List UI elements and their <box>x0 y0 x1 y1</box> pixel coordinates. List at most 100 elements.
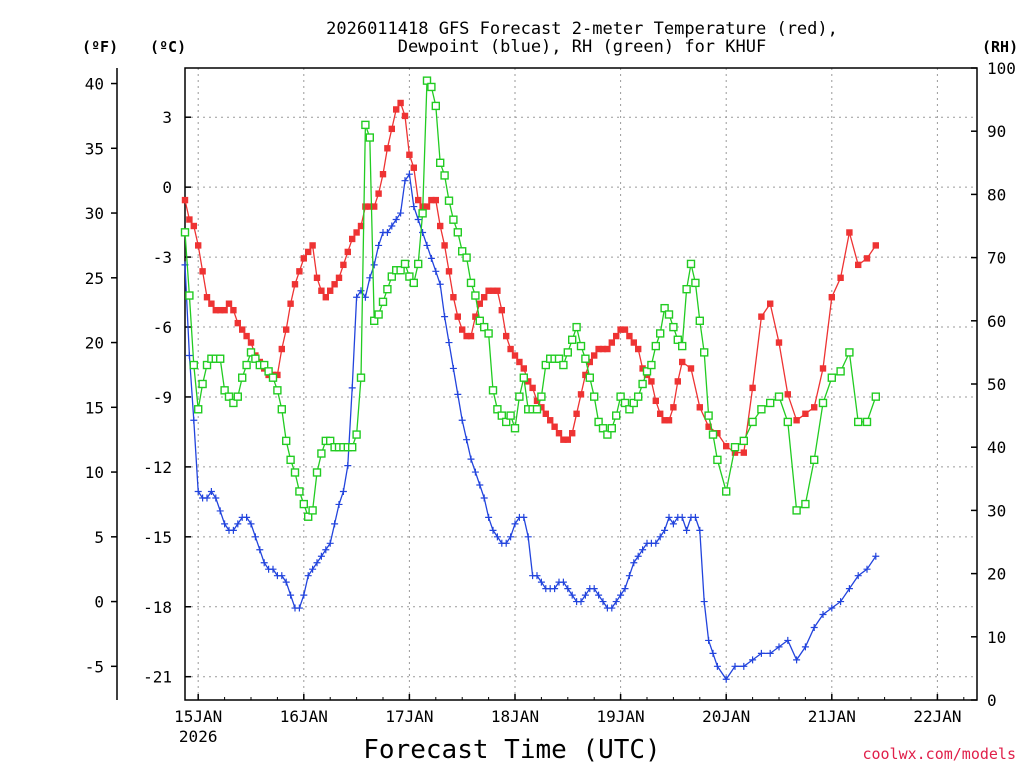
dewpoint-point <box>845 585 853 593</box>
credit-text: coolwx.com/models <box>862 745 1016 763</box>
rh-point <box>607 424 616 433</box>
rh-point <box>590 392 599 401</box>
rh-point <box>444 196 454 205</box>
temperature-point <box>511 352 519 359</box>
temperature-point <box>516 358 523 366</box>
temperature-point <box>617 326 624 333</box>
temperature-point <box>538 404 545 411</box>
rh-tick-label: 40 <box>987 438 1006 457</box>
x-tick-label: 22JAN <box>913 707 961 726</box>
rh-point <box>660 303 669 313</box>
temperature-point <box>793 417 800 424</box>
rh-tick-label: 60 <box>987 312 1006 331</box>
rh-point <box>506 411 515 420</box>
dewpoint-point <box>221 520 229 528</box>
temperature-point <box>230 306 237 314</box>
dewpoint-point <box>366 274 374 282</box>
rh-point <box>453 228 462 237</box>
dewpoint-point <box>256 546 264 554</box>
dewpoint-point <box>476 481 484 489</box>
temperature-point <box>450 294 457 301</box>
dewpoint-point <box>344 462 352 470</box>
rh-point <box>352 430 361 439</box>
rh-point <box>185 291 194 300</box>
rh-point <box>295 487 304 496</box>
fahrenheit-tick-label: -5 <box>85 657 104 676</box>
rh-point <box>220 386 229 395</box>
temperature-point <box>507 345 514 353</box>
data-series <box>180 76 880 683</box>
plot-frame <box>184 67 978 701</box>
dewpoint-point <box>304 572 312 580</box>
rh-tick-label: 10 <box>987 628 1006 647</box>
temperature-point <box>445 268 453 275</box>
dewpoint-point <box>863 565 871 573</box>
temperature-point <box>371 203 378 210</box>
dewpoint-point <box>709 649 717 657</box>
axes <box>116 67 978 701</box>
temperature-point <box>181 196 189 204</box>
dewpoint-point <box>185 352 193 360</box>
dewpoint-point <box>300 591 308 599</box>
rh-point <box>246 348 256 357</box>
dewpoint-point <box>590 585 598 593</box>
temperature-point <box>357 222 365 230</box>
rh-point <box>418 209 427 218</box>
rh-point <box>515 392 524 401</box>
temperature-point <box>564 436 571 443</box>
chart-title-line1: 2026011418 GFS Forecast 2-meter Temperat… <box>326 19 838 39</box>
x-tick-label: 16JAN <box>280 707 328 726</box>
temperature-point <box>366 203 373 210</box>
dewpoint-point <box>375 241 383 249</box>
dewpoint-point <box>247 520 255 528</box>
temperature-point <box>309 242 316 249</box>
temperature-point <box>401 112 409 120</box>
rh-point <box>603 430 612 439</box>
temperature-point <box>494 287 501 294</box>
celsius-tick-label: 3 <box>162 108 172 127</box>
dewpoint-point <box>568 591 576 599</box>
rh-point <box>326 436 335 446</box>
fahrenheit-tick-label: 15 <box>85 398 104 417</box>
dewpoint-point <box>480 494 488 502</box>
rh-point <box>638 379 647 389</box>
rh-point <box>642 367 652 376</box>
rh-point <box>431 101 440 111</box>
rh-point <box>189 360 199 370</box>
temperature-point <box>432 196 439 204</box>
temperature-point <box>274 371 281 379</box>
rh-point <box>612 411 621 420</box>
celsius-tick-label: -21 <box>143 668 172 687</box>
temperature-point <box>472 313 479 320</box>
dewpoint-point <box>599 598 607 606</box>
temperature-point <box>300 255 307 262</box>
rh-point <box>757 405 766 414</box>
celsius-tick-label: -6 <box>153 318 172 337</box>
temperature-point <box>525 378 532 385</box>
temperature-point <box>296 268 303 275</box>
temperature-point <box>454 313 461 320</box>
fahrenheit-tick-label: 30 <box>85 204 104 223</box>
rh-point <box>713 455 722 465</box>
celsius-tick-label: -18 <box>143 598 172 617</box>
temperature-point <box>186 216 193 223</box>
rh-point <box>585 373 594 382</box>
dewpoint-point <box>520 513 528 521</box>
temperature-point <box>872 242 879 249</box>
rh-point <box>739 436 748 446</box>
temperature-point <box>731 449 739 456</box>
temperature-point <box>313 274 321 282</box>
temperature-point <box>573 410 580 417</box>
rh-point <box>317 449 326 458</box>
rh-point <box>730 443 740 452</box>
rh-point <box>484 329 493 338</box>
dewpoint-point <box>665 513 673 521</box>
temperature-point <box>696 404 703 411</box>
temperature-point <box>723 442 730 450</box>
unit-label-celsius: (ºC) <box>150 38 186 56</box>
dewpoint-markers <box>181 170 880 683</box>
temperature-point <box>327 287 334 294</box>
rh-point <box>286 455 295 465</box>
temperature-point <box>714 430 721 437</box>
